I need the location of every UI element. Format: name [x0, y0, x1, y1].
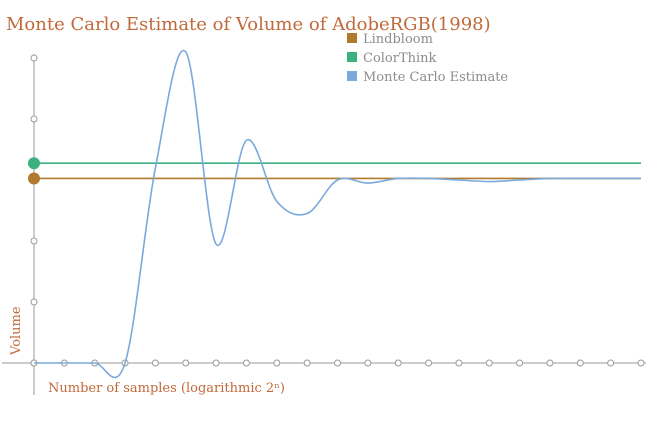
- x-tick-marker: [576, 359, 584, 367]
- x-tick-marker: [182, 359, 190, 367]
- x-tick-marker: [607, 359, 615, 367]
- x-tick-marker: [394, 359, 402, 367]
- legend-label: Monte Carlo Estimate: [363, 70, 508, 85]
- x-tick-marker: [637, 359, 645, 367]
- y-tick-marker: [30, 237, 38, 245]
- x-tick-marker: [212, 359, 220, 367]
- x-tick-marker: [334, 359, 341, 367]
- legend-label: Lindbloom: [363, 32, 433, 47]
- series-marker-lindbloom: [28, 172, 40, 185]
- x-tick-marker: [516, 359, 524, 367]
- x-tick-marker: [364, 359, 372, 367]
- legend-swatch: [347, 52, 357, 62]
- x-tick-marker: [546, 359, 554, 367]
- legend-swatch: [347, 33, 357, 43]
- x-tick-marker: [485, 359, 493, 367]
- x-tick-marker: [273, 359, 281, 367]
- legend-label: ColorThink: [363, 51, 437, 66]
- y-tick-marker: [30, 115, 38, 123]
- x-axis-label: Number of samples (logarithmic 2ⁿ): [48, 381, 285, 396]
- series-line-monte-carlo-estimate: [33, 49, 641, 379]
- legend-swatch: [347, 71, 357, 81]
- series-layer: [28, 49, 641, 379]
- y-axis-label: Volume: [9, 306, 24, 356]
- chart-title: Monte Carlo Estimate of Volume of AdobeR…: [6, 14, 491, 35]
- y-tick-marker: [30, 54, 38, 62]
- x-tick-marker: [242, 359, 250, 367]
- series-marker-colorthink: [28, 157, 40, 170]
- x-tick-marker: [151, 359, 159, 367]
- x-tick-marker: [455, 359, 463, 367]
- y-tick-marker: [30, 298, 38, 306]
- legend: Lindbloom ColorThink Monte Carlo Estimate: [347, 32, 508, 85]
- axes: [2, 54, 646, 395]
- x-tick-marker: [425, 359, 433, 367]
- x-tick-marker: [303, 359, 311, 367]
